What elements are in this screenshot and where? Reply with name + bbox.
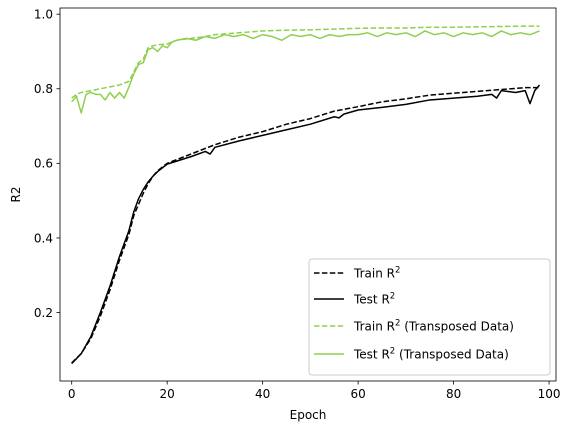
legend-entry-suffix: (Transposed Data) xyxy=(395,348,509,362)
legend-entry-superscript: 2 xyxy=(395,266,400,276)
legend-entry: Train R2 xyxy=(353,266,400,281)
x-tick-label: 40 xyxy=(255,387,270,401)
y-tick-label: 0.6 xyxy=(34,157,53,171)
legend-entry-name: Train R xyxy=(353,267,395,281)
legend-entry-suffix: (Transposed Data) xyxy=(400,320,514,334)
x-tick-label: 60 xyxy=(350,387,365,401)
x-tick-label: 20 xyxy=(160,387,175,401)
legend-entry-superscript: 2 xyxy=(390,292,395,302)
y-tick-label: 0.2 xyxy=(34,306,53,320)
legend-entry: Test R2 (Transposed Data) xyxy=(353,347,509,362)
x-tick-label: 100 xyxy=(538,387,561,401)
legend-entry-name: Test R xyxy=(353,348,390,362)
legend-entry-name: Test R xyxy=(353,293,390,307)
x-tick-label: 80 xyxy=(446,387,461,401)
x-tick-label: 0 xyxy=(68,387,76,401)
y-tick-label: 0.4 xyxy=(34,231,53,245)
legend-entry-name: Train R xyxy=(353,320,395,334)
legend-entry: Test R2 xyxy=(353,292,395,307)
y-tick-label: 1.0 xyxy=(34,7,53,21)
y-tick-label: 0.8 xyxy=(34,82,53,96)
x-axis-label: Epoch xyxy=(290,408,327,422)
y-axis-label: R2 xyxy=(9,187,23,203)
legend-entry: Train R2 (Transposed Data) xyxy=(353,319,514,334)
